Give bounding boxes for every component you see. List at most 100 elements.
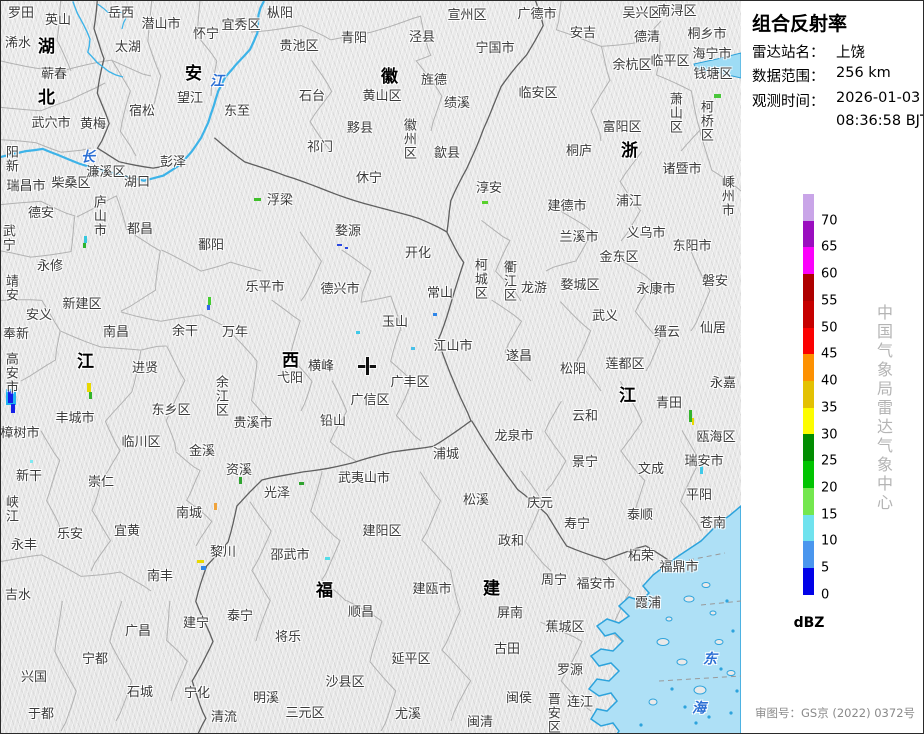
colorbar-segment xyxy=(803,274,814,301)
radar-echo xyxy=(325,557,330,560)
place-label: 遂昌 xyxy=(505,349,533,365)
colorbar-segment xyxy=(803,514,814,542)
time-label: 观测时间： xyxy=(752,94,825,110)
place-label: 金溪 xyxy=(188,444,216,460)
place-label: 武义 xyxy=(591,309,619,325)
county-boundary xyxy=(441,571,472,722)
radar-echo xyxy=(11,404,15,413)
place-label: 延平区 xyxy=(391,652,431,668)
county-boundary xyxy=(560,301,602,392)
county-boundary xyxy=(520,470,552,572)
county-boundary xyxy=(229,331,272,422)
place-label: 歙县 xyxy=(433,146,461,162)
place-label: 武夷山市 xyxy=(337,471,391,487)
station-label: 雷达站名： xyxy=(752,45,825,61)
place-label: 霞浦 xyxy=(634,596,662,612)
islet xyxy=(683,705,687,709)
place-label: 清流 xyxy=(210,710,238,726)
place-label: 临川区 xyxy=(121,435,161,451)
range-value: 256 km xyxy=(836,65,891,81)
place-label: 广昌 xyxy=(124,624,152,640)
place-label: 景宁 xyxy=(571,455,599,471)
radar-echo xyxy=(89,392,92,399)
colorbar-segment xyxy=(803,300,814,328)
place-label: 柴桑区 xyxy=(51,176,91,192)
place-label: 兴国 xyxy=(20,670,48,686)
islet xyxy=(694,721,698,725)
radar-echo-layer xyxy=(1,1,741,733)
colorbar-segment xyxy=(803,407,814,435)
place-label: 婺源 xyxy=(334,224,362,240)
colorbar-tick: 55 xyxy=(821,293,838,309)
islet xyxy=(719,667,723,671)
county-boundary xyxy=(100,350,142,482)
place-label: 高安市 xyxy=(2,352,18,394)
place-label: 德兴市 xyxy=(320,282,360,298)
place-label: 义乌市 xyxy=(626,226,666,242)
place-label: 怀宁 xyxy=(192,27,220,43)
place-label: 东乡区 xyxy=(151,403,191,419)
place-label: 崇仁 xyxy=(87,475,115,491)
place-label: 休宁 xyxy=(355,171,383,187)
county-boundary xyxy=(540,621,592,712)
place-label: 闽侯 xyxy=(505,691,533,707)
colorbar-tick: 30 xyxy=(821,427,838,443)
map-geography-layer xyxy=(1,1,741,733)
station-value: 上饶 xyxy=(836,45,865,61)
place-label: 政和 xyxy=(497,534,525,550)
county-boundary xyxy=(590,45,611,142)
county-boundary xyxy=(40,430,62,532)
place-label: 江山市 xyxy=(433,339,473,355)
place-label: 瑞安市 xyxy=(684,454,724,470)
province-label: 湖 xyxy=(38,37,56,58)
place-label: 玉山 xyxy=(381,315,409,331)
province-label: 江 xyxy=(619,386,637,407)
county-boundary xyxy=(165,345,186,452)
islet xyxy=(639,723,643,727)
county-boundary xyxy=(491,299,532,382)
island xyxy=(648,698,658,706)
province-boundary xyxy=(446,1,544,233)
place-label: 寿宁 xyxy=(563,517,591,533)
place-label: 苍南 xyxy=(699,516,727,532)
place-label: 缙云 xyxy=(653,325,681,341)
province-label: 浙 xyxy=(621,141,639,162)
place-label: 泾县 xyxy=(408,30,436,46)
radar-echo xyxy=(30,460,33,463)
radar-echo xyxy=(714,94,721,98)
island xyxy=(683,595,695,603)
place-label: 沙县区 xyxy=(325,675,365,691)
place-label: 德清 xyxy=(633,30,661,46)
info-panel: 组合反射率 雷达站名： 上饶 数据范围： 256 km 观测时间： 2026-0… xyxy=(741,1,923,733)
place-label: 衢江区 xyxy=(500,260,516,302)
colorbar-tick: 50 xyxy=(821,320,838,336)
radar-echo xyxy=(700,463,703,474)
place-label: 广丰区 xyxy=(390,375,430,391)
island xyxy=(656,638,670,646)
place-label: 武穴市 xyxy=(31,116,71,132)
place-label: 平阳 xyxy=(685,488,713,504)
island xyxy=(701,582,711,588)
radar-echo xyxy=(482,201,488,204)
place-label: 黄梅 xyxy=(79,117,107,133)
place-label: 宣州区 xyxy=(447,8,487,24)
county-boundary xyxy=(655,40,701,152)
radar-echo xyxy=(214,503,217,510)
county-boundary xyxy=(175,451,213,547)
place-label: 常山 xyxy=(426,286,454,302)
islet xyxy=(729,711,733,715)
radar-echo xyxy=(84,236,87,243)
place-label: 进贤 xyxy=(131,361,159,377)
place-label: 吴兴区 xyxy=(622,6,662,22)
place-label: 永修 xyxy=(36,259,64,275)
place-label: 邵武市 xyxy=(270,548,310,564)
place-label: 南浔区 xyxy=(657,4,697,20)
radar-echo xyxy=(433,313,437,316)
place-label: 望江 xyxy=(176,91,204,107)
place-label: 永嘉 xyxy=(709,376,737,392)
county-boundary xyxy=(1,139,92,153)
county-boundary xyxy=(251,15,422,41)
range-row: 数据范围： 256 km xyxy=(752,65,891,86)
county-boundary xyxy=(111,60,137,157)
island xyxy=(665,616,673,622)
